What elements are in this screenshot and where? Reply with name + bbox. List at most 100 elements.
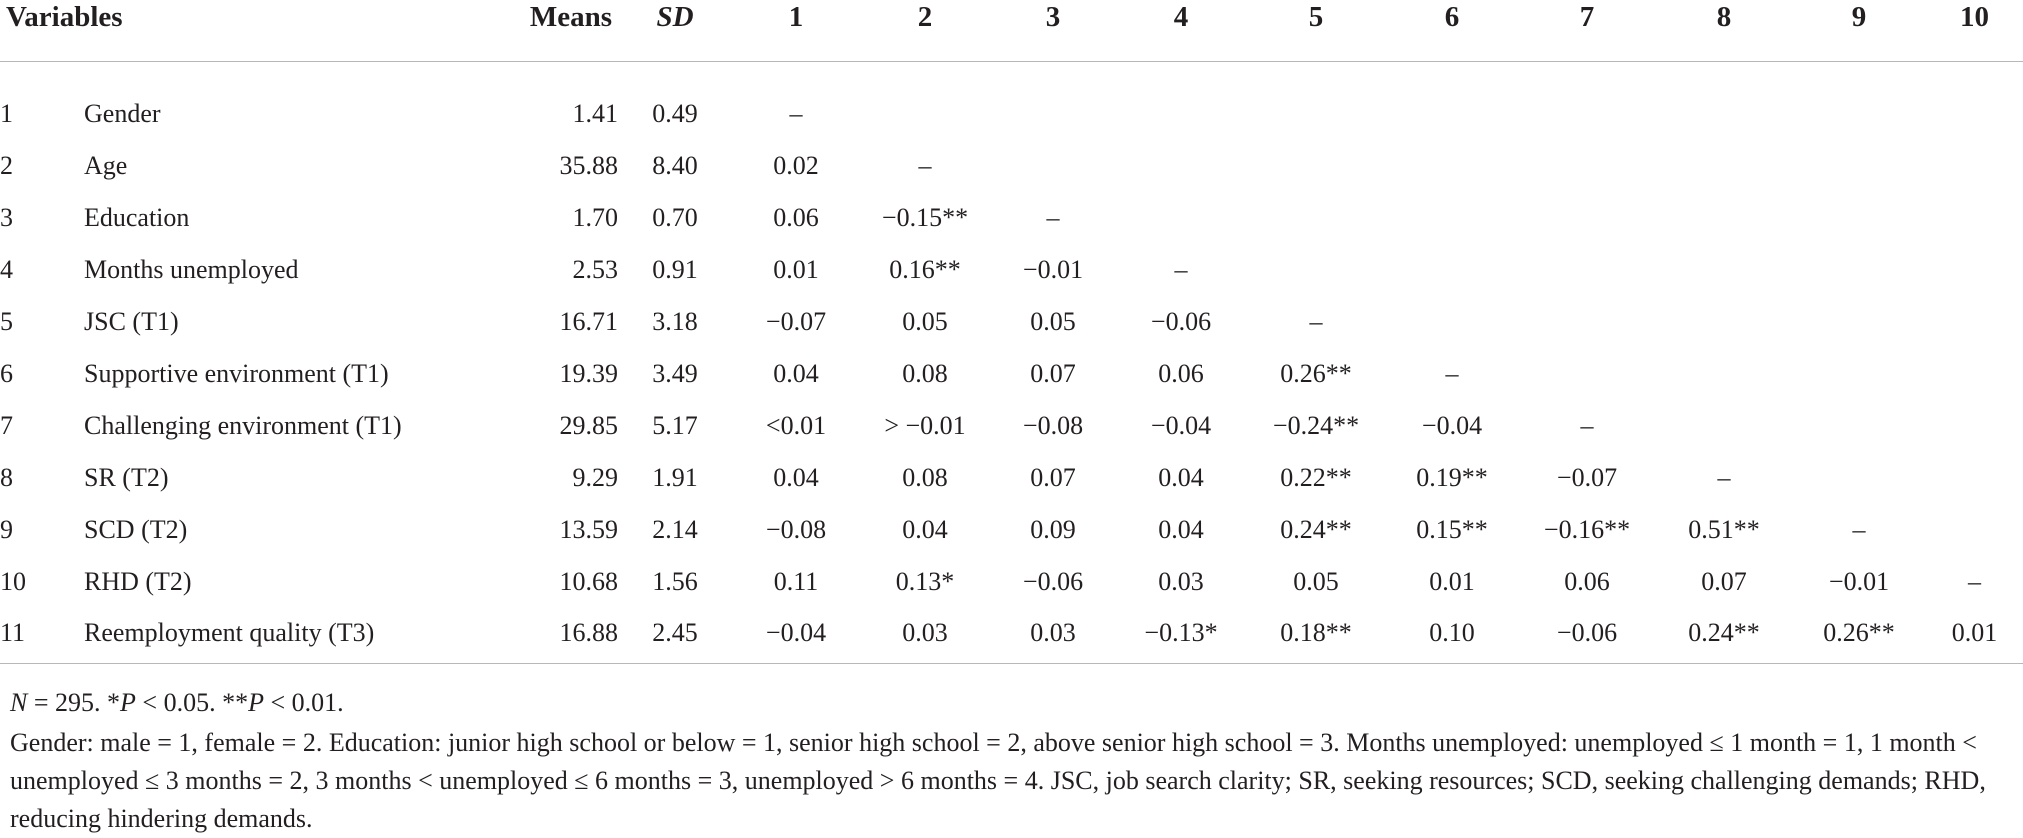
correlation-cell: 0.10 — [1429, 618, 1475, 648]
sd-value: 1.91 — [652, 462, 698, 492]
correlation-cell — [1656, 348, 1792, 400]
header-col: 1 — [788, 1, 804, 33]
variable-name: SCD (T2) — [84, 514, 188, 544]
row-number: 1 — [0, 98, 13, 128]
table-row: 2 Age 35.88 8.40 0.02 – — [0, 140, 2023, 192]
table-row: 4 Months unemployed 2.53 0.91 0.01 0.16** −0.0… — [0, 244, 2023, 296]
correlation-cell — [1386, 244, 1518, 296]
header-col: 7 — [1579, 1, 1595, 33]
sd-value: 2.45 — [652, 618, 698, 648]
correlation-cell: 0.07 — [1701, 566, 1747, 596]
correlation-cell: −0.06 — [1556, 618, 1618, 648]
correlation-cell: 0.04 — [1158, 514, 1204, 544]
correlation-cell: 0.05 — [1030, 306, 1076, 336]
header-means: Means — [529, 1, 612, 33]
header-col: 10 — [1960, 1, 1989, 33]
correlation-cell: 0.13* — [895, 566, 955, 596]
correlation-cell: 0.19** — [1416, 462, 1488, 492]
variable-name: SR (T2) — [84, 462, 169, 492]
correlation-cell: −0.07 — [765, 306, 827, 336]
correlation-cell: −0.06 — [1150, 306, 1212, 336]
correlation-cell: 0.05 — [1293, 566, 1339, 596]
table-row: 7 Challenging environment (T1) 29.85 5.17 <0… — [0, 400, 2023, 452]
row-number: 2 — [0, 150, 13, 180]
row-number: 4 — [0, 254, 13, 284]
sd-value: 1.56 — [652, 566, 698, 596]
header-col: 5 — [1308, 1, 1324, 33]
correlation-cell: – — [918, 150, 932, 180]
correlation-cell — [860, 62, 990, 140]
correlation-table: Variables Means SD 1 2 3 4 5 6 7 8 9 10 … — [0, 0, 2023, 664]
variable-name: Challenging environment (T1) — [84, 410, 402, 440]
correlation-cell: 0.03 — [1030, 618, 1076, 648]
correlation-cell — [1386, 296, 1518, 348]
row-number: 9 — [0, 514, 13, 544]
correlation-cell: 0.06 — [773, 202, 819, 232]
correlation-cell — [990, 140, 1116, 192]
correlation-cell: −0.13* — [1144, 618, 1218, 648]
correlation-cell: – — [1717, 462, 1731, 492]
correlation-cell: 0.01 — [1951, 618, 1998, 648]
table-header-row: Variables Means SD 1 2 3 4 5 6 7 8 9 10 — [0, 0, 2023, 62]
correlation-cell — [1926, 400, 2023, 452]
sd-value: 0.70 — [652, 202, 698, 232]
correlation-cell — [1246, 192, 1386, 244]
correlation-cell — [1792, 244, 1926, 296]
correlation-cell — [1518, 62, 1656, 140]
correlation-cell — [1792, 296, 1926, 348]
correlation-cell: −0.08 — [765, 514, 827, 544]
p1-text: < 0.05. ** — [135, 688, 249, 717]
correlation-cell — [1926, 62, 2023, 140]
correlation-cell — [1518, 244, 1656, 296]
n-text: = 295. * — [27, 688, 121, 717]
significance-note: N = 295. *P < 0.05. **P < 0.01. — [10, 684, 2020, 722]
variable-name: Education — [84, 202, 190, 232]
correlation-cell — [1926, 192, 2023, 244]
sd-value: 3.49 — [652, 358, 698, 388]
correlation-cell: −0.04 — [1150, 410, 1212, 440]
correlation-cell — [1116, 62, 1246, 140]
correlation-cell — [1792, 140, 1926, 192]
correlation-cell: – — [1852, 514, 1866, 544]
sd-value: 0.91 — [652, 254, 698, 284]
header-col: 3 — [1045, 1, 1061, 33]
correlation-cell: – — [1174, 254, 1188, 284]
correlation-cell — [1116, 140, 1246, 192]
sd-value: 5.17 — [652, 410, 698, 440]
correlation-cell: 0.16** — [889, 254, 961, 284]
mean-value: 19.39 — [559, 358, 619, 388]
table-row: 11 Reemployment quality (T3) 16.88 2.45 −0.0… — [0, 608, 2023, 664]
correlation-cell: −0.04 — [765, 618, 827, 648]
table-notes: N = 295. *P < 0.05. **P < 0.01. Gender: … — [10, 684, 2020, 838]
table-row: 9 SCD (T2) 13.59 2.14 −0.08 0.04 0.09 0.04 0.24*… — [0, 504, 2023, 556]
row-number: 10 — [0, 566, 26, 596]
correlation-cell: > −0.01 — [884, 410, 966, 440]
correlation-cell: 0.01 — [773, 254, 819, 284]
correlation-cell — [1926, 504, 2023, 556]
mean-value: 16.88 — [559, 618, 619, 648]
correlation-cell: −0.24** — [1272, 410, 1360, 440]
correlation-cell — [1386, 192, 1518, 244]
header-sd: SD — [656, 1, 694, 33]
table-row: 1 Gender 1.41 0.49 – — [0, 62, 2023, 140]
correlation-cell: 0.07 — [1030, 358, 1076, 388]
correlation-cell: 0.06 — [1564, 566, 1610, 596]
correlation-cell: 0.02 — [773, 150, 819, 180]
correlation-cell — [1386, 140, 1518, 192]
row-number: 6 — [0, 358, 13, 388]
correlation-cell: −0.16** — [1543, 514, 1631, 544]
correlation-cell — [1926, 348, 2023, 400]
correlation-cell — [1926, 140, 2023, 192]
table-body: 1 Gender 1.41 0.49 – 2 Age 35.88 8.40 0.02 – 3 Educa… — [0, 62, 2023, 664]
row-number: 5 — [0, 306, 13, 336]
p-symbol: P — [120, 688, 136, 717]
variable-name: Reemployment quality (T3) — [84, 618, 375, 648]
correlation-cell: – — [1445, 358, 1459, 388]
table-row: 10 RHD (T2) 10.68 1.56 0.11 0.13* −0.06 0.03 0.0… — [0, 556, 2023, 608]
correlation-cell: – — [1580, 410, 1594, 440]
sd-value: 8.40 — [652, 150, 698, 180]
correlation-cell: 0.09 — [1030, 514, 1076, 544]
correlation-cell — [1656, 244, 1792, 296]
correlation-cell — [990, 62, 1116, 140]
header-col: 9 — [1851, 1, 1867, 33]
